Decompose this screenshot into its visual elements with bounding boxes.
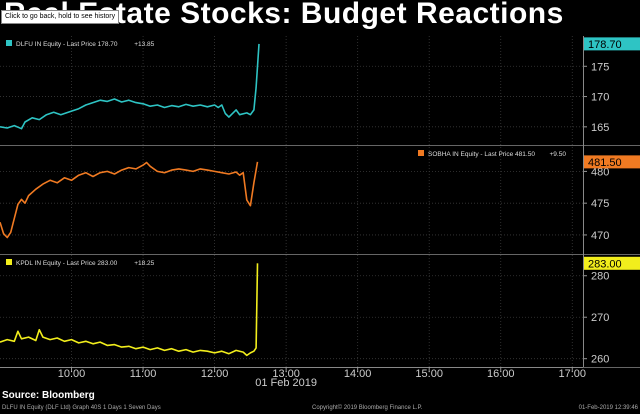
- last-price-value: 178.70: [588, 39, 622, 51]
- history-tooltip: Click to go back, hold to see history: [1, 10, 120, 24]
- series-line: [0, 43, 260, 130]
- plot-area: [0, 36, 583, 367]
- x-tick-label: 16:00: [487, 368, 515, 380]
- y-tick-label: 280: [591, 271, 609, 283]
- x-tick-label: 11:00: [130, 368, 157, 380]
- last-price-value: 283.00: [588, 258, 622, 270]
- legend-label: DLFU IN Equity - Last Price 178.70: [16, 41, 118, 48]
- last-price-badge: [584, 155, 640, 169]
- legend-swatch: [6, 259, 12, 265]
- footer-timestamp: 01-Feb-2019 12:39:46: [578, 405, 638, 411]
- source-label: Source: Bloomberg: [2, 390, 95, 401]
- x-tick-label: 15:00: [415, 368, 443, 380]
- footer-bar: DLFU IN Equity (DLF Ltd) Graph 40S 1 Day…: [0, 404, 640, 414]
- legend-label: SOBHA IN Equity - Last Price 481.50: [428, 151, 535, 158]
- y-tick-label: 165: [591, 122, 609, 134]
- legend-swatch: [418, 150, 424, 156]
- y-tick-label: 470: [591, 230, 609, 242]
- y-tick-label: 260: [591, 354, 609, 366]
- footer-copyright: Copyright© 2019 Bloomberg Finance L.P.: [312, 405, 423, 411]
- legend-label: KPDL IN Equity - Last Price 283.00: [16, 260, 118, 267]
- series-line: [0, 263, 259, 357]
- legend-change: +13.85: [134, 41, 154, 48]
- y-tick-label: 175: [591, 61, 609, 73]
- series-line: [0, 161, 259, 239]
- last-price-value: 481.50: [588, 157, 622, 169]
- footer-security-info: DLFU IN Equity (DLF Ltd) Graph 40S 1 Day…: [2, 405, 161, 411]
- legend-swatch: [6, 40, 12, 46]
- x-date-label: 01 Feb 2019: [255, 377, 317, 389]
- y-tick-label: 270: [591, 312, 609, 324]
- last-price-badge: [584, 256, 640, 270]
- x-tick-label: 10:00: [58, 368, 86, 380]
- y-tick-label: 480: [591, 166, 609, 178]
- x-tick-label: 13:00: [272, 368, 300, 380]
- legend-change: +18.25: [134, 260, 154, 267]
- legend-change: +9.50: [550, 151, 567, 158]
- last-price-badge: [584, 37, 640, 51]
- x-tick-label: 17:00: [559, 368, 587, 380]
- y-tick-label: 170: [591, 92, 609, 104]
- x-tick-label: 12:00: [201, 368, 229, 380]
- y-tick-label: 475: [591, 198, 609, 210]
- x-tick-label: 14:00: [344, 368, 372, 380]
